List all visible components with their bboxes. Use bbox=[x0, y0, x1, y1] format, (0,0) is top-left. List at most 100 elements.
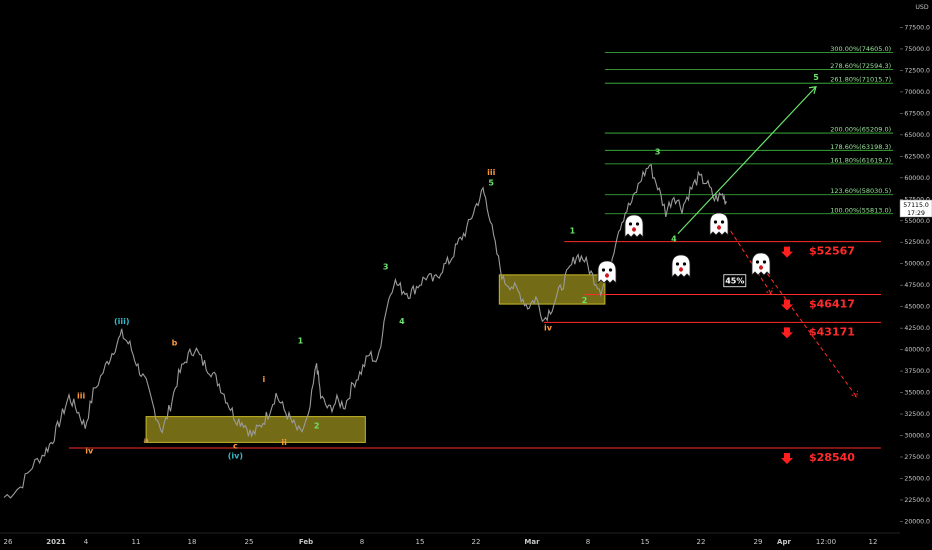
y-tick-label: 37500.0 bbox=[904, 368, 930, 375]
x-tick-label: 22 bbox=[472, 538, 481, 546]
y-tick-label: 45000.0 bbox=[904, 304, 930, 311]
y-tick-label: 62500.0 bbox=[904, 153, 930, 160]
wave-label: 2 bbox=[582, 296, 588, 305]
x-tick-label: 8 bbox=[586, 538, 590, 546]
wave-label: 4 bbox=[671, 234, 677, 243]
fib-label: 161.80%(61619.7) bbox=[830, 156, 891, 164]
y-tick-label: 25000.0 bbox=[904, 475, 930, 482]
red-down-arrow-icon bbox=[781, 299, 793, 311]
x-tick-label: Feb bbox=[299, 538, 313, 546]
projection-down-line bbox=[762, 267, 858, 398]
ghost-icon bbox=[597, 260, 617, 284]
wave-label: 5 bbox=[488, 179, 494, 188]
percent-box bbox=[723, 274, 747, 288]
fib-label: 123.60%(58030.5) bbox=[830, 187, 891, 195]
ghost-icon bbox=[709, 212, 729, 236]
x-tick-label: 11 bbox=[132, 538, 141, 546]
fib-label: 261.80%(71015.7) bbox=[830, 76, 891, 84]
x-tick-label: 25 bbox=[245, 538, 254, 546]
y-tick-label: 65000.0 bbox=[904, 132, 930, 139]
fib-label: 278.60%(72594.3) bbox=[830, 62, 891, 70]
projection-down-arrowhead bbox=[851, 390, 859, 398]
percent-label: 45% bbox=[725, 277, 744, 286]
projection-down-line bbox=[730, 230, 772, 295]
x-tick-label: 26 bbox=[4, 538, 13, 546]
x-tick-label: 22 bbox=[697, 538, 706, 546]
y-tick-label: 70000.0 bbox=[904, 89, 930, 96]
wave-label: 2 bbox=[314, 422, 320, 431]
wave-label: iv bbox=[85, 447, 94, 456]
y-tick-label: 52500.0 bbox=[904, 239, 930, 246]
wave-label: i bbox=[262, 375, 265, 384]
fib-label: 178.60%(63198.3) bbox=[830, 143, 891, 151]
x-tick-label: 4 bbox=[84, 538, 89, 546]
ghost-icon bbox=[671, 254, 691, 278]
red-down-arrow-icon bbox=[781, 453, 793, 465]
y-tick-label: 47500.0 bbox=[904, 282, 930, 289]
x-tick-label: 12:00 bbox=[816, 538, 836, 546]
wave-label: iii bbox=[77, 392, 85, 401]
y-tick-label: 30000.0 bbox=[904, 433, 930, 440]
x-tick-label: 15 bbox=[416, 538, 425, 546]
wave-zone-box bbox=[498, 274, 606, 305]
wave-label: (iv) bbox=[228, 452, 243, 461]
wave-label: 3 bbox=[655, 148, 661, 157]
currency-label: USD bbox=[915, 4, 928, 11]
y-tick-label: 35000.0 bbox=[904, 390, 930, 397]
y-tick-label: 77500.0 bbox=[904, 24, 930, 31]
y-tick-label: 60000.0 bbox=[904, 175, 930, 182]
level-label: $28540 bbox=[809, 451, 855, 464]
red-down-arrow-icon bbox=[781, 246, 793, 258]
projection-down-arrowhead bbox=[766, 287, 773, 295]
wave-label: iv bbox=[544, 324, 553, 333]
x-tick-label: Mar bbox=[524, 538, 540, 546]
level-label: $46417 bbox=[809, 297, 855, 310]
wave-label: 3 bbox=[383, 263, 389, 272]
ghost-icon bbox=[624, 214, 644, 238]
wave-label: ii bbox=[281, 438, 287, 447]
projection-up-arrowhead bbox=[808, 86, 817, 94]
wave-label: (iii) bbox=[114, 317, 130, 326]
y-tick-label: 75000.0 bbox=[904, 46, 930, 53]
wave-zones bbox=[145, 274, 606, 443]
wave-label: 1 bbox=[298, 337, 304, 346]
y-tick-label: 55000.0 bbox=[904, 218, 930, 225]
support-levels: $52567 $46417 $43171 $28540 bbox=[68, 241, 881, 465]
y-tick-label: 72500.0 bbox=[904, 67, 930, 74]
y-tick-label: 27500.0 bbox=[904, 454, 930, 461]
price-axis[interactable]: USD 20000.0 22500.0 25000.0 27500.0 30000.0 3… bbox=[900, 4, 930, 525]
projection-up-line bbox=[677, 86, 817, 235]
wave-label: 1 bbox=[570, 227, 576, 236]
x-tick-label: 18 bbox=[188, 538, 197, 546]
y-tick-label: 40000.0 bbox=[904, 347, 930, 354]
y-tick-label: 32500.0 bbox=[904, 411, 930, 418]
ghost-icon bbox=[751, 252, 771, 276]
red-down-arrow-icon bbox=[781, 327, 793, 339]
y-tick-label: 42500.0 bbox=[904, 325, 930, 332]
wave-label: c bbox=[233, 441, 238, 450]
y-tick-label: 67500.0 bbox=[904, 110, 930, 117]
fib-label: 200.00%(65209.0) bbox=[830, 126, 891, 134]
x-tick-label: 2021 bbox=[46, 538, 66, 546]
wave-label: iii bbox=[487, 168, 495, 177]
wave-label: b bbox=[172, 338, 178, 347]
y-tick-label: 50000.0 bbox=[904, 261, 930, 268]
x-tick-label: 12 bbox=[869, 538, 878, 546]
time-axis[interactable]: 26 2021 4 11 18 25 Feb 8 15 22 Mar 8 15 22 29 Apr 12:00 1… bbox=[0, 532, 900, 546]
wave-label: a bbox=[143, 436, 148, 445]
y-tick-label: 20000.0 bbox=[904, 518, 930, 525]
fibonacci-levels: 300.00%(74605.0) 278.60%(72594.3) 261.80%(… bbox=[604, 45, 894, 214]
projection-lines bbox=[677, 86, 859, 398]
x-tick-label: 8 bbox=[360, 538, 364, 546]
x-tick-label: 15 bbox=[641, 538, 650, 546]
x-tick-label: 29 bbox=[754, 538, 763, 546]
wave-label: 4 bbox=[399, 317, 405, 326]
level-label: $52567 bbox=[809, 245, 855, 258]
fib-label: 300.00%(74605.0) bbox=[830, 45, 891, 53]
current-price: 57115.0 bbox=[903, 202, 929, 209]
fib-label: 100.00%(55813.0) bbox=[830, 206, 891, 214]
wave-label: 5 bbox=[813, 73, 819, 82]
